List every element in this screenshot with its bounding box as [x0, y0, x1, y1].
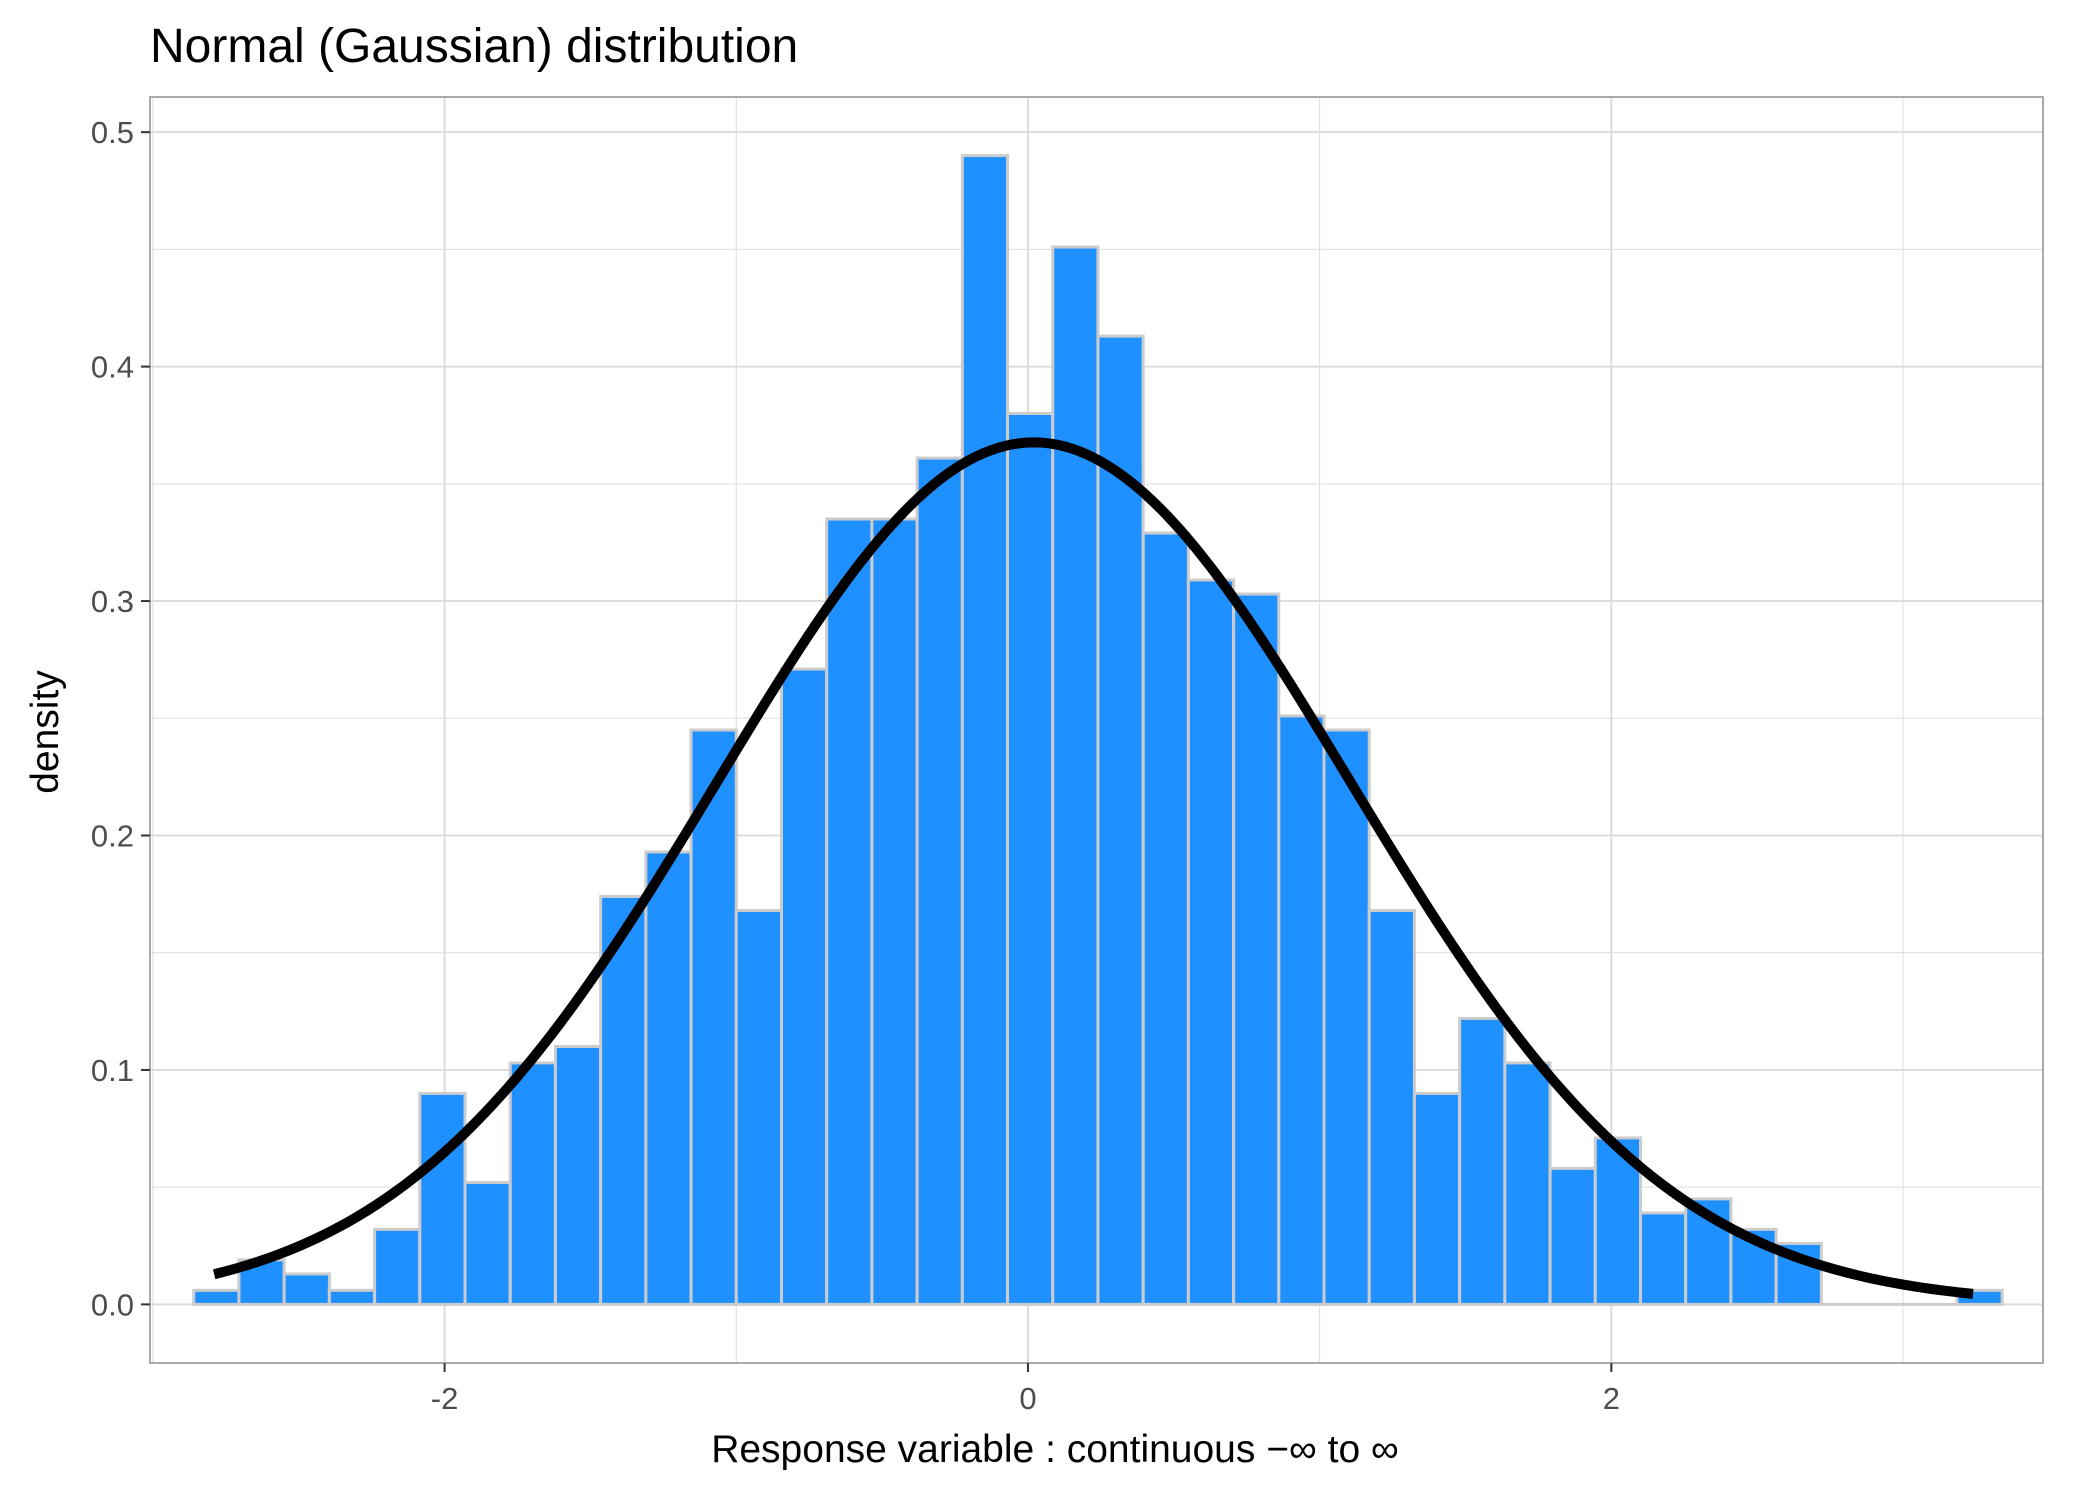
histogram-bar: [463, 1180, 512, 1306]
x-tick-label: 0: [1019, 1381, 1036, 1416]
histogram-bar: [825, 517, 874, 1306]
y-tick-label: 0.2: [91, 819, 134, 854]
histogram-bar: [734, 909, 783, 1306]
histogram-bar: [1186, 578, 1236, 1306]
histogram-bar: [282, 1272, 331, 1306]
axes: 0.0 0.1 0.2 0.3 0.4 0.5 -2 0 2: [91, 115, 1620, 1416]
histogram-bar: [192, 1288, 241, 1306]
histogram-bar: [1412, 1091, 1462, 1306]
histogram-bar: [1277, 714, 1326, 1306]
histogram-bar: [1458, 1016, 1507, 1306]
y-tick-label: 0.0: [91, 1287, 134, 1322]
histogram-bar: [1322, 728, 1371, 1306]
y-tick-label: 0.4: [91, 350, 134, 385]
histogram-bar: [870, 517, 919, 1306]
y-tick-label: 0.3: [91, 584, 134, 619]
histogram-bar: [960, 154, 1010, 1306]
histogram-bar: [689, 728, 738, 1306]
y-tick-label: 0.5: [91, 115, 134, 150]
histogram-bar: [915, 456, 964, 1306]
histogram-bar: [508, 1061, 557, 1306]
x-axis-title: Response variable : continuous −∞ to ∞: [711, 1428, 1399, 1471]
histogram-bar: [553, 1045, 603, 1306]
panel-border: [149, 96, 2044, 1364]
histogram-bar: [599, 894, 648, 1306]
histogram-bar: [1548, 1166, 1597, 1306]
histogram-bar: [1051, 245, 1100, 1306]
histogram-bar: [418, 1091, 467, 1306]
histogram-bar: [1503, 1061, 1552, 1306]
x-tick-label: -2: [431, 1381, 459, 1416]
histogram-bar: [1006, 412, 1055, 1306]
y-tick-label: 0.1: [91, 1053, 134, 1088]
histogram-bars: [192, 154, 2004, 1306]
histogram-bar: [1367, 909, 1416, 1306]
histogram-bar: [1141, 531, 1190, 1306]
histogram-bar: [1096, 334, 1145, 1306]
histogram-bar: [373, 1227, 422, 1306]
histogram-bar: [1232, 592, 1281, 1306]
y-axis-title: density: [24, 670, 67, 794]
histogram-bar: [779, 667, 829, 1306]
histogram-bar: [644, 850, 693, 1306]
normal-density-curve: [212, 437, 1974, 1299]
x-tick-label: 2: [1603, 1381, 1620, 1416]
histogram-bar: [1638, 1211, 1688, 1306]
histogram-bar: [327, 1288, 377, 1306]
chart-title: Normal (Gaussian) distribution: [150, 20, 798, 73]
